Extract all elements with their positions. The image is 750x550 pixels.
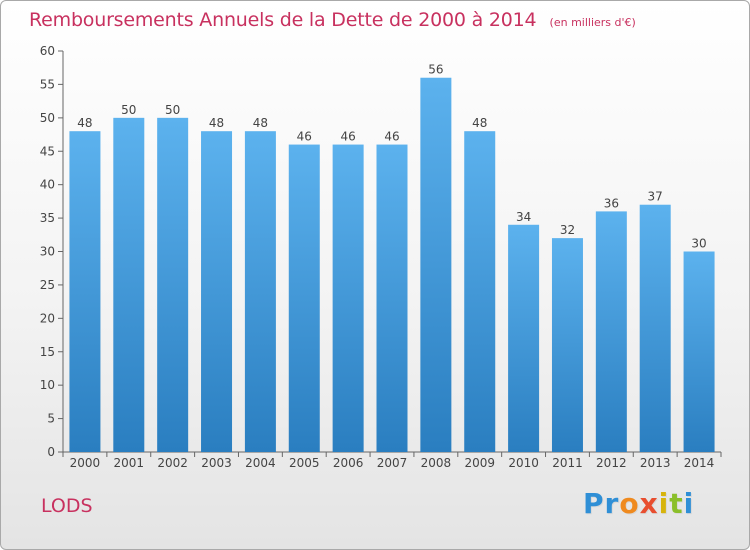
bar-value-label-2004: 48 — [253, 116, 268, 130]
chart-title-main: Remboursements Annuels de la Dette de 20… — [29, 9, 537, 31]
bar-2011 — [551, 238, 583, 452]
bar-2013 — [639, 204, 671, 452]
y-tick-label: 15 — [40, 345, 55, 359]
commune-name: LODS — [41, 495, 93, 517]
chart-value-labels: 48 50 50 48 48 46 46 46 56 48 34 32 36 37 30 — [77, 63, 706, 251]
x-tick-label-2005: 2005 — [289, 456, 320, 470]
y-tick-label: 55 — [40, 77, 55, 91]
y-tick-label: 25 — [40, 278, 55, 292]
bar-2005 — [288, 144, 320, 453]
y-tick-label: 60 — [40, 44, 55, 58]
x-tick-label-2008: 2008 — [421, 456, 452, 470]
x-tick-label-2009: 2009 — [464, 456, 495, 470]
bar-2003 — [201, 131, 233, 452]
proxiti-logo: Proxiti — [583, 487, 695, 520]
bar-value-label-2000: 48 — [77, 116, 92, 130]
y-tick-label: 30 — [40, 245, 55, 259]
bar-value-label-2013: 37 — [648, 190, 663, 204]
y-tick-label: 35 — [40, 211, 55, 225]
y-tick-label: 50 — [40, 111, 55, 125]
y-tick-label: 5 — [47, 412, 55, 426]
bar-value-label-2012: 36 — [604, 196, 619, 210]
bar-value-label-2005: 46 — [297, 130, 312, 144]
bar-value-label-2011: 32 — [560, 223, 575, 237]
bar-2014 — [683, 251, 715, 452]
chart-bars — [69, 77, 715, 453]
y-tick-label: 40 — [40, 178, 55, 192]
bar-value-label-2010: 34 — [516, 210, 531, 224]
x-tick-label-2012: 2012 — [596, 456, 627, 470]
x-tick-label-2006: 2006 — [333, 456, 364, 470]
bar-2001 — [113, 117, 145, 452]
bar-value-label-2014: 30 — [691, 237, 706, 251]
bar-value-label-2003: 48 — [209, 116, 224, 130]
bar-2012 — [595, 211, 627, 452]
x-tick-label-2003: 2003 — [201, 456, 232, 470]
x-tick-label-2007: 2007 — [377, 456, 408, 470]
bar-value-label-2009: 48 — [472, 116, 487, 130]
x-tick-label-2001: 2001 — [114, 456, 145, 470]
bar-2002 — [157, 117, 189, 452]
bar-value-label-2001: 50 — [121, 103, 136, 117]
bar-value-label-2002: 50 — [165, 103, 180, 117]
x-tick-label-2014: 2014 — [684, 456, 715, 470]
bar-value-label-2006: 46 — [340, 130, 355, 144]
x-tick-label-2004: 2004 — [245, 456, 276, 470]
y-tick-label: 10 — [40, 378, 55, 392]
x-tick-label-2013: 2013 — [640, 456, 671, 470]
y-tick-label: 0 — [47, 445, 55, 459]
bar-2004 — [244, 131, 276, 452]
bar-2006 — [332, 144, 364, 453]
bar-2009 — [464, 131, 496, 452]
x-tick-label-2002: 2002 — [157, 456, 188, 470]
bar-value-label-2008: 56 — [428, 63, 443, 77]
bar-2007 — [376, 144, 408, 453]
x-tick-label-2000: 2000 — [70, 456, 101, 470]
bar-2000 — [69, 131, 101, 452]
y-tick-label: 45 — [40, 144, 55, 158]
bar-value-label-2007: 46 — [384, 130, 399, 144]
bar-2008 — [420, 77, 452, 452]
x-tick-label-2010: 2010 — [508, 456, 539, 470]
x-tick-label-2011: 2011 — [552, 456, 583, 470]
y-tick-label: 20 — [40, 311, 55, 325]
chart-title-unit: (en milliers d'€) — [549, 16, 636, 29]
bar-2010 — [508, 224, 540, 452]
chart-title: Remboursements Annuels de la Dette de 20… — [29, 9, 636, 31]
